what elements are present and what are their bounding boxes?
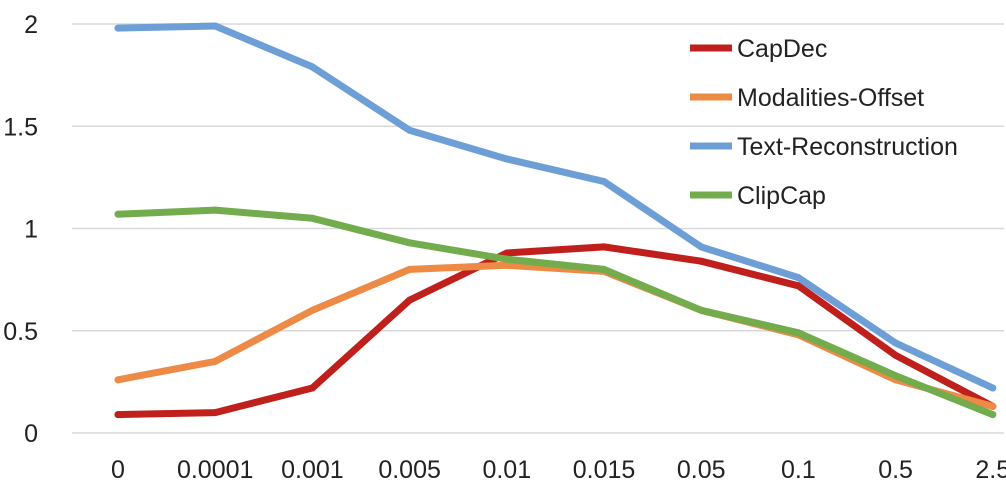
data-point [406,296,414,304]
y-tick-label: 0.5 [3,318,38,346]
data-point [989,402,997,410]
data-point [406,265,414,273]
x-tick-label: 2.5 [975,456,1006,484]
data-point [697,306,705,314]
data-point [697,243,705,251]
legend-label: CapDec [737,35,827,63]
data-point [503,155,511,163]
legend-label: Modalities-Offset [737,84,924,112]
data-point [406,239,414,247]
x-tick-label: 0.1 [781,456,816,484]
data-point [308,384,316,392]
data-point [308,214,316,222]
series-line-clipcap [114,206,997,419]
x-tick-label: 0.01 [482,456,531,484]
y-tick-label: 1.5 [3,113,38,141]
data-point [600,243,608,251]
x-tick-label: 0.5 [878,456,913,484]
data-point [600,265,608,273]
data-point [989,411,997,419]
data-point [211,409,219,417]
legend: CapDec Modalities-Offset Text-Reconstructi… [690,35,958,210]
legend-label: Text-Reconstruction [737,133,958,161]
data-point [503,249,511,257]
data-point [794,329,802,337]
data-point [697,257,705,265]
y-tick-label: 2 [24,11,38,39]
data-point [892,351,900,359]
data-point [503,261,511,269]
data-point [989,384,997,392]
data-point [503,255,511,263]
data-point [211,22,219,30]
data-point [600,177,608,185]
series-line-modalities-offset [114,261,997,410]
x-tick-label: 0 [111,456,125,484]
data-point [794,282,802,290]
data-point [114,376,122,384]
data-point [308,63,316,71]
gridlines [72,23,1004,434]
data-point [308,306,316,314]
x-tick-label: 0.001 [281,456,344,484]
x-axis-tick-labels: 0 0.0001 0.001 0.005 0.01 0.015 0.05 0.1 0.5 2.5 [111,456,1006,484]
data-point [114,24,122,32]
data-point [892,372,900,380]
x-tick-label: 0.015 [573,456,636,484]
data-point [114,210,122,218]
y-axis-tick-labels: 0 0.5 1 1.5 2 [3,11,38,448]
data-point [211,206,219,214]
x-tick-label: 0.05 [677,456,726,484]
y-tick-label: 1 [24,216,38,244]
series-line-capdec [114,243,997,419]
data-point [794,274,802,282]
y-tick-label: 0 [24,420,38,448]
x-tick-label: 0.005 [378,456,441,484]
x-tick-label: 0.0001 [177,456,253,484]
data-point [211,357,219,365]
legend-label: ClipCap [737,182,826,210]
data-point [892,339,900,347]
series-line-text-reconstruction [114,22,997,392]
data-point [406,126,414,134]
series-lines [114,22,997,419]
data-point [114,411,122,419]
